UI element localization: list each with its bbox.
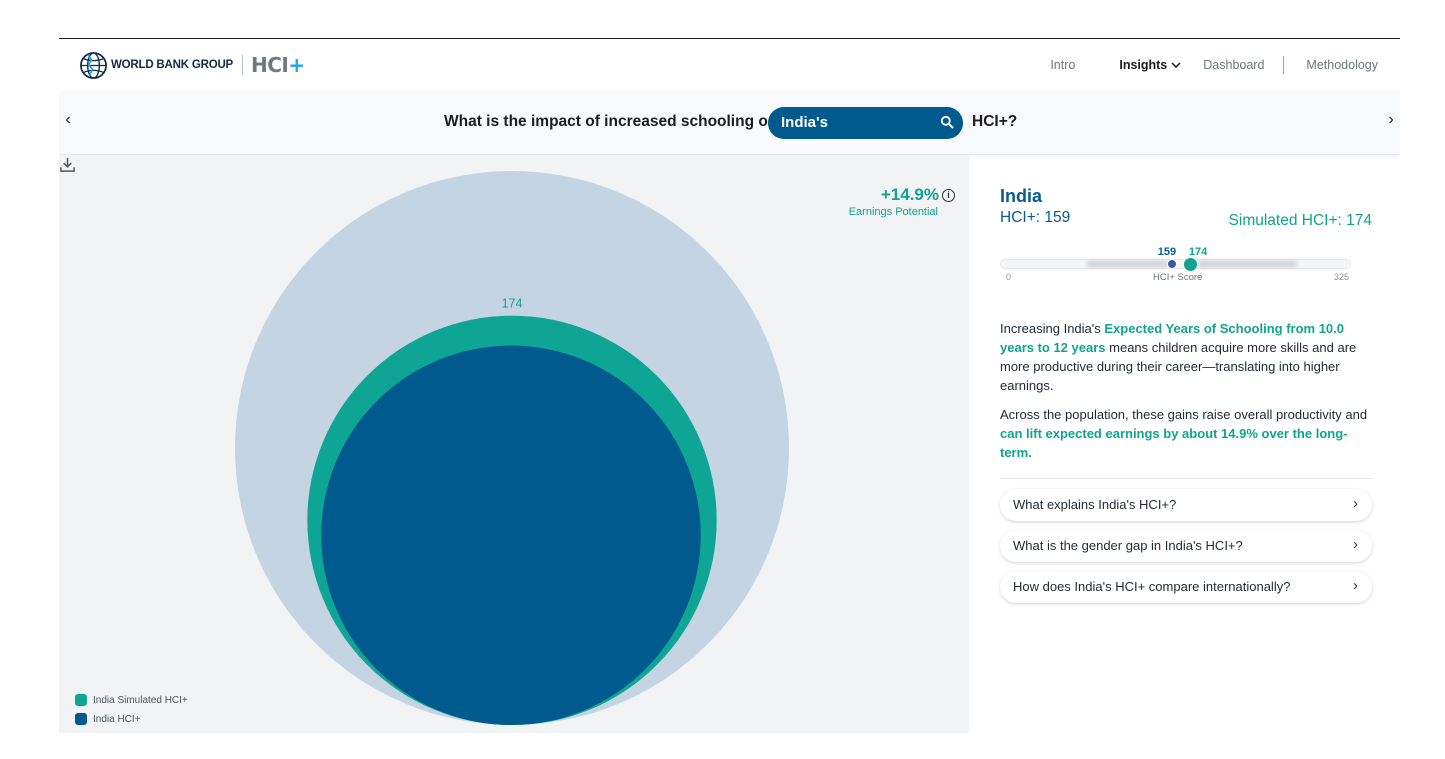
chevron-right-icon: › bbox=[1353, 577, 1358, 594]
scale-max: 325 bbox=[1333, 272, 1349, 282]
question-bar: ‹ What is the impact of increased school… bbox=[59, 91, 1400, 155]
nav-intro[interactable]: Intro bbox=[1050, 58, 1076, 72]
simulated-hci-value: Simulated HCI+: 174 bbox=[1228, 212, 1372, 229]
kpi-value: +14.9% bbox=[880, 185, 939, 204]
next-arrow[interactable]: › bbox=[1388, 111, 1394, 128]
legend-label-simulated: India Simulated HCI+ bbox=[93, 694, 188, 706]
scale-min: 0 bbox=[1006, 272, 1012, 282]
link-card-label: What explains India's HCI+? bbox=[1013, 497, 1177, 512]
chevron-down-icon bbox=[1171, 61, 1181, 68]
product-name-text: HCI bbox=[251, 53, 289, 77]
current-hci-bubble[interactable] bbox=[321, 345, 701, 725]
insight-paragraph-1: Increasing India's Expected Years of Sch… bbox=[1000, 319, 1372, 395]
legend-swatch-current bbox=[75, 713, 87, 725]
world-bank-logo[interactable]: WORLD BANK GROUP HCI+ bbox=[79, 51, 305, 79]
main-nav: Intro Insights Dashboard Methodology bbox=[1028, 39, 1378, 91]
p1-text-2: means children acquire more skills and a… bbox=[1000, 340, 1357, 393]
nav-insights-label: Insights bbox=[1119, 58, 1168, 72]
p1-highlight: Expected Years of Schooling from 10.0 ye… bbox=[1000, 321, 1344, 355]
product-name: HCI+ bbox=[251, 53, 305, 77]
product-plus: + bbox=[288, 53, 305, 77]
p1-text-1: Increasing India's bbox=[1000, 321, 1105, 336]
app-frame: WORLD BANK GROUP HCI+ Intro Insights Das… bbox=[59, 38, 1400, 733]
hci-score-scale: 159 174 0 HCI+ Score 325 bbox=[1000, 246, 1352, 290]
link-card-gender-gap[interactable]: What is the gender gap in India's HCI+? › bbox=[1000, 530, 1372, 562]
chevron-right-icon: › bbox=[1353, 495, 1358, 512]
link-card-international[interactable]: How does India's HCI+ compare internatio… bbox=[1000, 571, 1372, 603]
insight-paragraph-2: Across the population, these gains raise… bbox=[1000, 405, 1372, 462]
site-header: WORLD BANK GROUP HCI+ Intro Insights Das… bbox=[59, 39, 1400, 91]
scale-distribution bbox=[1086, 260, 1168, 268]
prev-arrow[interactable]: ‹ bbox=[65, 111, 71, 128]
logo-divider bbox=[242, 55, 244, 75]
nav-insights[interactable]: Insights bbox=[1097, 58, 1181, 72]
p2-text-1: Across the population, these gains raise… bbox=[1000, 407, 1368, 422]
link-card-explains[interactable]: What explains India's HCI+? › bbox=[1000, 489, 1372, 521]
legend-item-current: India HCI+ bbox=[75, 713, 188, 725]
nav-divider bbox=[1283, 56, 1285, 74]
country-value: India's bbox=[781, 114, 828, 131]
nav-methodology[interactable]: Methodology bbox=[1306, 58, 1378, 72]
question-suffix: HCI+? bbox=[972, 113, 1018, 130]
simulated-score-label: 174 bbox=[1188, 246, 1208, 258]
simulated-score-marker[interactable] bbox=[1183, 258, 1197, 271]
panel-divider bbox=[1000, 478, 1372, 479]
earnings-kpi: +14.9% i Earnings Potential bbox=[849, 185, 955, 218]
current-hci-value: HCI+: 159 bbox=[1000, 209, 1071, 226]
download-icon[interactable] bbox=[59, 156, 76, 173]
search-icon[interactable] bbox=[940, 115, 954, 129]
globe-icon bbox=[80, 51, 107, 79]
scale-axis-label: HCI+ Score bbox=[1153, 272, 1203, 283]
current-score-marker[interactable] bbox=[1166, 259, 1177, 269]
bubble-chart: 174 +14.9% i Earnings Potential India Sim… bbox=[59, 156, 969, 733]
legend-label-current: India HCI+ bbox=[93, 713, 141, 725]
country-title: India bbox=[1000, 186, 1043, 206]
kpi-value-row: +14.9% i bbox=[849, 185, 955, 205]
info-icon[interactable]: i bbox=[942, 188, 955, 202]
p2-highlight: can lift expected earnings by about 14.9… bbox=[1000, 426, 1348, 460]
legend-swatch-simulated bbox=[75, 694, 87, 706]
scale-distribution bbox=[1197, 260, 1297, 268]
question-prefix: What is the impact of increased schoolin… bbox=[444, 113, 778, 130]
bubble-chart-svg: 174 bbox=[235, 171, 789, 725]
nav-dashboard[interactable]: Dashboard bbox=[1203, 58, 1265, 72]
country-search-input[interactable]: India's bbox=[768, 107, 963, 139]
kpi-label: Earnings Potential bbox=[848, 206, 938, 218]
org-name: WORLD BANK GROUP bbox=[111, 59, 234, 71]
chart-legend: India Simulated HCI+ India HCI+ bbox=[75, 687, 188, 725]
legend-item-simulated: India Simulated HCI+ bbox=[75, 694, 188, 706]
simulated-value-label: 174 bbox=[502, 297, 523, 311]
current-score-label: 159 bbox=[1157, 246, 1177, 258]
link-card-label: How does India's HCI+ compare internatio… bbox=[1013, 579, 1291, 594]
chevron-right-icon: › bbox=[1353, 536, 1358, 553]
link-card-label: What is the gender gap in India's HCI+? bbox=[1013, 538, 1243, 553]
